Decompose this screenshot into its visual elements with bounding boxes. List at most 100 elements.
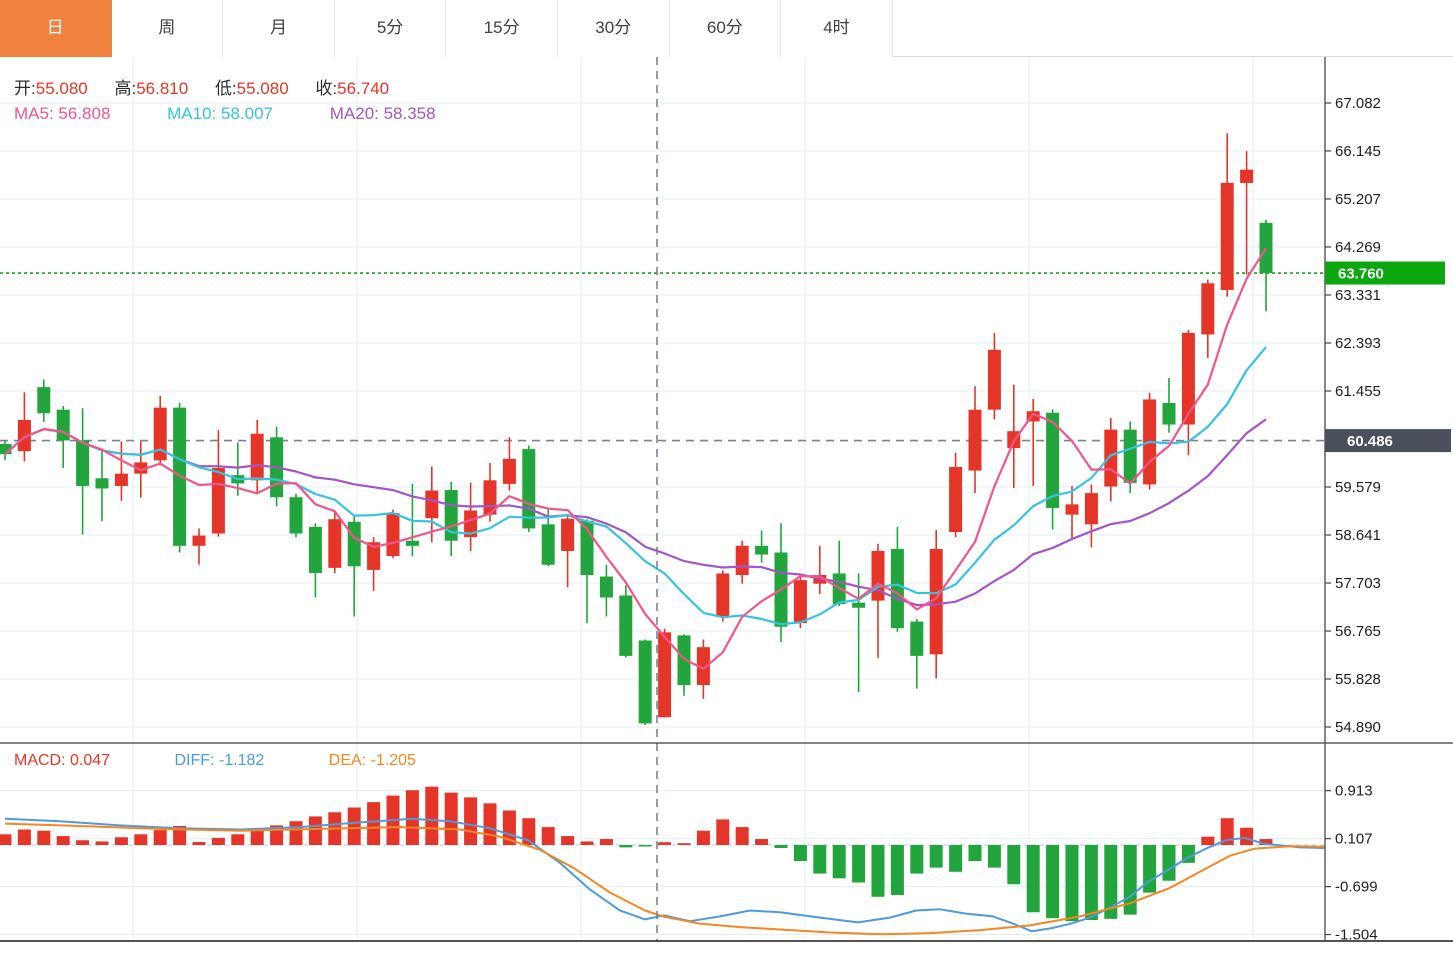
low-value: 55.080 <box>236 79 289 98</box>
macd-hist-bar <box>211 837 225 845</box>
ma10-value: MA10: 58.007 <box>167 104 273 123</box>
current-price-badge-label: 63.760 <box>1338 266 1384 283</box>
macd-hist-bar <box>774 845 788 848</box>
macd-hist-bar <box>949 845 963 872</box>
ma-readout: MA5: 56.808 MA10: 58.007 MA20: 58.358 <box>14 104 488 124</box>
candle-body <box>114 473 128 486</box>
macd-hist-bar <box>522 818 536 845</box>
candle-body <box>638 640 652 724</box>
price-tick-label: 56.765 <box>1335 623 1381 640</box>
tab-15min[interactable]: 15分 <box>446 0 558 57</box>
candle-body <box>599 576 613 598</box>
macd-hist-bar <box>1084 845 1098 920</box>
macd-hist-bar <box>1065 845 1079 922</box>
candle-body <box>852 602 866 608</box>
macd-dea-line <box>4 822 1326 936</box>
macd-hist-bar <box>619 845 633 848</box>
macd-hist-bar <box>17 829 31 845</box>
candle-body <box>289 497 303 534</box>
macd-hist-bar <box>405 790 419 845</box>
macd-hist-bar <box>114 837 128 845</box>
timeframe-tabbar: 日 周 月 5分 15分 30分 60分 4时 <box>0 0 1453 57</box>
price-tick-label: 54.890 <box>1335 719 1381 736</box>
diff-value: DIFF: -1.182 <box>174 752 265 769</box>
candle-body <box>793 580 807 624</box>
macd-hist-bar <box>735 827 749 845</box>
price-tick-label: 61.455 <box>1335 383 1381 400</box>
ma20-value: MA20: 58.358 <box>329 104 436 123</box>
tab-day[interactable]: 日 <box>0 0 112 57</box>
macd-hist-bar <box>1143 845 1157 893</box>
candle-body <box>464 510 478 538</box>
candle-body <box>735 545 749 576</box>
candle-body <box>1162 403 1176 425</box>
candle-body <box>250 433 264 481</box>
close-value: 56.740 <box>337 79 390 98</box>
candle-body <box>17 419 31 452</box>
macd-hist-bar <box>793 845 807 862</box>
macd-hist-bar <box>1201 836 1215 845</box>
candle-body <box>755 545 769 555</box>
macd-hist-bar <box>832 845 846 879</box>
candle-body <box>502 458 516 484</box>
candle-body <box>76 440 90 486</box>
candle-body <box>1104 429 1118 487</box>
candle-body <box>37 387 51 414</box>
macd-hist-bar <box>464 797 478 845</box>
candle-body <box>541 524 555 565</box>
high-value: 56.810 <box>136 79 189 98</box>
candle-body <box>211 468 225 534</box>
candle-body <box>1201 283 1215 335</box>
low-label: 低: <box>214 79 237 98</box>
macd-hist-bar <box>153 830 167 845</box>
macd-hist-bar <box>599 839 613 845</box>
candle-body <box>619 595 633 656</box>
price-tick-label: 67.082 <box>1335 95 1381 112</box>
tab-5min[interactable]: 5分 <box>334 0 447 57</box>
candle-body <box>1259 222 1273 274</box>
macd-hist-bar <box>755 839 769 845</box>
dea-value: DEA: -1.205 <box>328 752 416 769</box>
candle-body <box>328 519 342 568</box>
macd-hist-bar <box>231 834 245 845</box>
macd-hist-bar <box>813 845 827 874</box>
candle-body <box>658 632 672 718</box>
price-tick-label: 62.393 <box>1335 335 1381 352</box>
price-tick-label: 65.207 <box>1335 191 1381 208</box>
ma20-line <box>4 418 1267 607</box>
macd-hist-bar <box>1046 845 1060 919</box>
macd-hist-bar <box>890 845 904 895</box>
macd-hist-bar <box>289 821 303 845</box>
candle-body <box>968 409 982 471</box>
price-tick-label: 57.703 <box>1335 575 1381 592</box>
tab-60min[interactable]: 60分 <box>669 0 782 57</box>
tab-week[interactable]: 周 <box>111 0 224 57</box>
candle-body <box>716 573 730 617</box>
ma5-value: MA5: 56.808 <box>14 104 111 123</box>
macd-readout: MACD: 0.047 DIFF: -1.182 DEA: -1.205 <box>14 752 476 770</box>
price-tick-label: 64.269 <box>1335 239 1381 256</box>
macd-hist-bar <box>658 842 672 845</box>
macd-hist-bar <box>852 845 866 883</box>
candle-body <box>0 443 12 455</box>
crosshair-price-badge-label: 60.486 <box>1347 433 1393 450</box>
candle-body <box>1123 429 1137 483</box>
candle-body <box>929 548 943 655</box>
current-price-badge <box>1325 261 1445 285</box>
tab-month[interactable]: 月 <box>223 0 335 57</box>
candle-body <box>910 621 924 656</box>
macd-hist-bar <box>134 834 148 845</box>
candle-body <box>987 349 1001 410</box>
macd-hist-bar <box>910 845 924 874</box>
candle-body <box>949 467 963 533</box>
high-label: 高: <box>114 79 137 98</box>
macd-hist-bar <box>541 827 555 845</box>
tab-4hour[interactable]: 4时 <box>781 0 893 57</box>
candle-body <box>1240 169 1254 183</box>
candle-body <box>347 521 361 567</box>
candle-body <box>425 490 439 519</box>
tab-30min[interactable]: 30分 <box>557 0 670 57</box>
macd-hist-bar <box>1240 827 1254 845</box>
